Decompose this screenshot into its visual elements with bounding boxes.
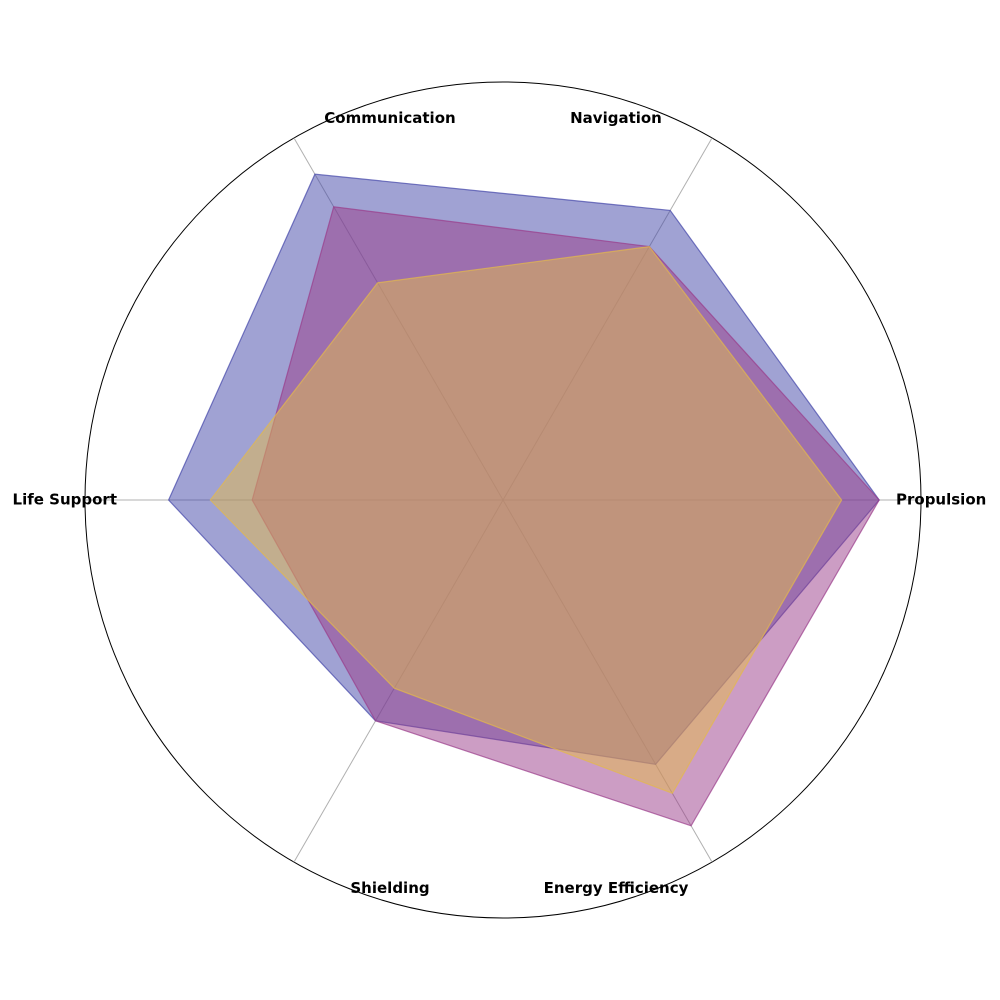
- axis-labels: Propulsion Navigation Communication Life Su…: [13, 109, 987, 897]
- axis-label-life-support: Life Support: [13, 491, 117, 509]
- axis-label-propulsion: Propulsion: [896, 491, 986, 509]
- axis-label-communication: Communication: [324, 109, 455, 127]
- axis-label-navigation: Navigation: [570, 109, 662, 127]
- axis-label-energy-efficiency: Energy Efficiency: [544, 879, 689, 897]
- series-3-area: [209, 245, 843, 794]
- series-layer: [167, 173, 880, 827]
- axis-label-shielding: Shielding: [350, 879, 429, 897]
